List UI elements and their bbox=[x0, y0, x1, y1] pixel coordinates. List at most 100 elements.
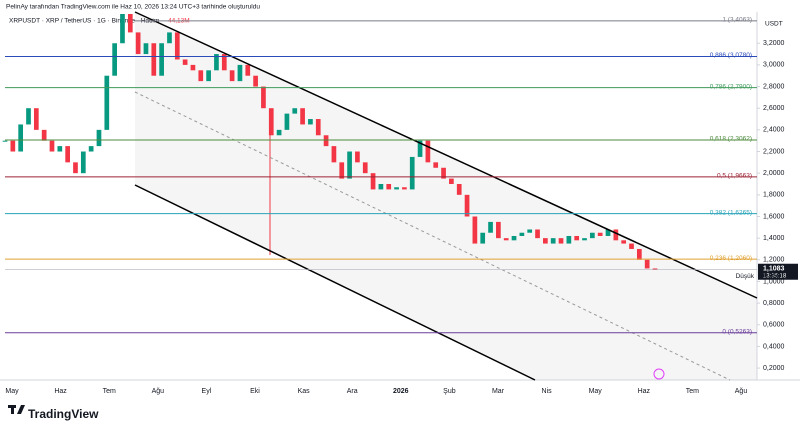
y-tick-label: 2,4000 bbox=[763, 127, 785, 134]
candle bbox=[214, 54, 219, 71]
candle bbox=[456, 184, 462, 195]
x-tick-label: Haz bbox=[54, 388, 67, 395]
candle bbox=[566, 235, 572, 244]
candle bbox=[449, 178, 454, 185]
candle bbox=[49, 140, 55, 152]
candle bbox=[605, 229, 611, 236]
candle bbox=[284, 113, 290, 130]
y-tick-label: 1,6000 bbox=[763, 213, 785, 220]
candle bbox=[511, 235, 517, 241]
x-tick-label: Tem bbox=[686, 388, 699, 395]
candle bbox=[120, 14, 125, 44]
y-tick-label: 0,2000 bbox=[763, 365, 785, 372]
candle bbox=[206, 70, 211, 82]
candle bbox=[198, 70, 204, 82]
countdown: 13:35:18 bbox=[763, 273, 787, 279]
x-tick-label: May bbox=[589, 388, 603, 395]
y-tick-label: 0,6000 bbox=[763, 322, 785, 329]
logo: TradingView bbox=[28, 407, 99, 421]
x-tick-label: Tem bbox=[103, 388, 116, 395]
x-tick-label: Mar bbox=[492, 388, 505, 395]
candle bbox=[417, 140, 423, 157]
candle bbox=[378, 184, 384, 190]
candle bbox=[347, 151, 352, 179]
candle bbox=[135, 32, 141, 55]
candle bbox=[245, 64, 251, 76]
candle bbox=[503, 238, 509, 241]
candle bbox=[472, 216, 478, 244]
x-tick-label: Haz bbox=[638, 388, 651, 395]
candle bbox=[261, 86, 266, 109]
candle bbox=[112, 43, 117, 76]
event-icon[interactable] bbox=[653, 368, 665, 380]
candle bbox=[386, 184, 392, 190]
candle bbox=[480, 232, 486, 244]
candle bbox=[574, 235, 580, 241]
y-tick-label: 2,8000 bbox=[763, 83, 785, 90]
y-tick-label: 3,0000 bbox=[763, 62, 785, 69]
fib-label: 0 (0,5263) bbox=[722, 328, 752, 335]
candle bbox=[190, 64, 196, 71]
y-tick-label: 2,6000 bbox=[763, 105, 785, 112]
header: PelinAy tarafından TradingView.com ile H… bbox=[6, 4, 260, 11]
candle bbox=[174, 32, 180, 60]
y-tick-label: 2,2000 bbox=[763, 148, 785, 155]
candle bbox=[409, 156, 415, 190]
last-price-box bbox=[758, 263, 798, 280]
candle bbox=[96, 129, 102, 147]
candle bbox=[488, 221, 493, 233]
currency: USDT bbox=[765, 21, 783, 28]
candle bbox=[159, 43, 164, 76]
candle bbox=[394, 187, 399, 190]
fib-label: 0,382 (1,6265) bbox=[710, 209, 752, 216]
candle bbox=[550, 238, 556, 244]
x-tick-label: Nis bbox=[542, 388, 553, 395]
candle bbox=[527, 229, 533, 233]
x-tick-label: Şub bbox=[443, 388, 456, 395]
candle bbox=[57, 146, 63, 152]
candle bbox=[644, 259, 650, 269]
candle bbox=[167, 32, 172, 44]
low-value: 1,0501 bbox=[763, 273, 785, 280]
candle bbox=[496, 221, 501, 239]
candle bbox=[26, 108, 31, 125]
candle bbox=[543, 238, 548, 244]
x-tick-label: 2026 bbox=[393, 388, 409, 395]
channel-fill bbox=[135, 12, 757, 380]
plot bbox=[2, 14, 658, 270]
candle bbox=[221, 54, 227, 71]
last-price: 1,1083 bbox=[763, 266, 785, 273]
candle bbox=[80, 151, 86, 174]
candle bbox=[2, 140, 8, 142]
fib-label: 0,786 (2,7900) bbox=[710, 83, 752, 90]
candle bbox=[73, 162, 78, 174]
candle bbox=[237, 64, 243, 82]
candle bbox=[268, 108, 274, 136]
candle bbox=[535, 229, 540, 239]
x-tick-label: Kas bbox=[298, 388, 311, 395]
candle bbox=[104, 75, 110, 130]
channel-mid bbox=[134, 91, 731, 381]
candle bbox=[339, 162, 345, 179]
fib-label: 1 (3,4063) bbox=[722, 17, 752, 24]
channel-top bbox=[134, 11, 758, 299]
y-tick-label: 1,0000 bbox=[763, 278, 785, 285]
x-tick-label: Eyl bbox=[202, 388, 212, 395]
x-tick-label: Ağu bbox=[152, 388, 165, 395]
low-name: Düşük bbox=[736, 273, 755, 280]
candle bbox=[590, 232, 595, 239]
candle bbox=[276, 129, 282, 136]
candle bbox=[433, 162, 439, 168]
candle bbox=[558, 238, 564, 244]
candle bbox=[652, 268, 658, 270]
candle bbox=[323, 135, 329, 147]
legend-text: XRPUSDT · XRP / TetherUS · 1G · Binance … bbox=[9, 18, 159, 25]
channel-bottom bbox=[134, 184, 536, 381]
y-tick-label: 0,4000 bbox=[763, 343, 785, 350]
x-tick-label: Eki bbox=[250, 388, 260, 395]
x-tick-label: Ağu bbox=[735, 388, 748, 395]
x-tick-label: May bbox=[5, 388, 19, 395]
candle bbox=[182, 59, 188, 65]
x-tick-label: Ara bbox=[347, 388, 358, 395]
